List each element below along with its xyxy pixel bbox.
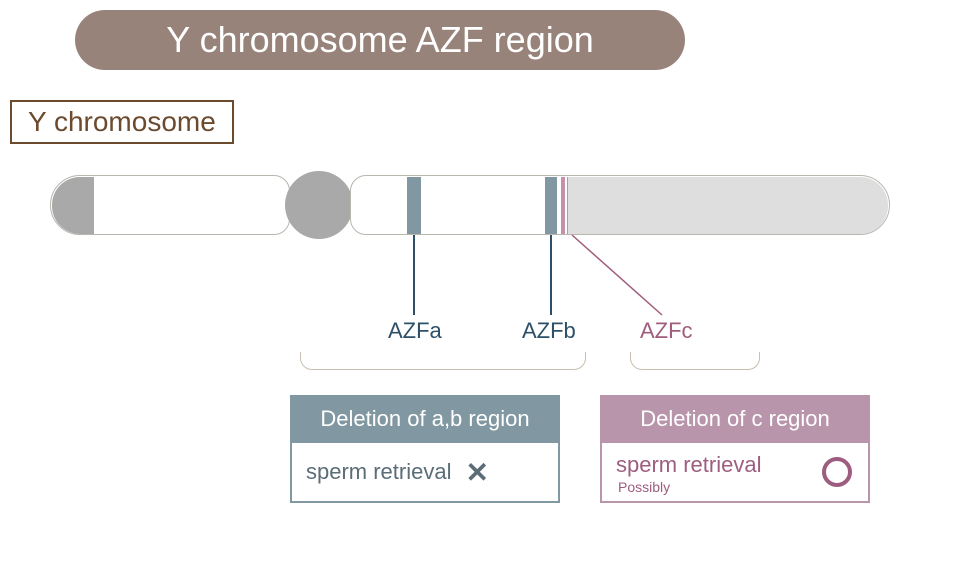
azfa-label: AZFa: [388, 318, 442, 344]
azfb-label: AZFb: [522, 318, 576, 344]
deletion-c-box: Deletion of c region sperm retrieval Pos…: [600, 395, 870, 503]
ab-body-text: sperm retrieval: [306, 459, 451, 485]
circle-icon: [822, 457, 852, 487]
azfc-label: AZFc: [640, 318, 693, 344]
brace-ab: [300, 352, 586, 370]
connector-azfc: [572, 235, 692, 320]
azfa-band: [407, 177, 421, 234]
chromosome-diagram: [50, 175, 880, 235]
deletion-c-header: Deletion of c region: [600, 395, 870, 443]
subtitle-box: Y chromosome: [10, 100, 234, 144]
deletion-c-body: sperm retrieval Possibly: [600, 443, 870, 503]
chromosome-p-arm: [50, 175, 290, 235]
deletion-ab-box: Deletion of a,b region sperm retrieval ✕: [290, 395, 560, 503]
deletion-ab-header: Deletion of a,b region: [290, 395, 560, 443]
q-terminal-band: [568, 177, 888, 234]
title-pill: Y chromosome AZF region: [75, 10, 685, 70]
azfb-band: [545, 177, 557, 234]
possibly-text: Possibly: [618, 479, 670, 495]
connector-azfa: [413, 235, 415, 315]
connector-azfb: [550, 235, 552, 315]
deletion-ab-body: sperm retrieval ✕: [290, 443, 560, 503]
brace-c: [630, 352, 760, 370]
p-terminal-band: [52, 177, 94, 234]
x-icon: ✕: [465, 456, 488, 489]
c-body-text: sperm retrieval: [616, 452, 761, 478]
azfc-band-1: [561, 177, 565, 234]
centromere: [285, 171, 353, 239]
chromosome-q-arm: [350, 175, 890, 235]
